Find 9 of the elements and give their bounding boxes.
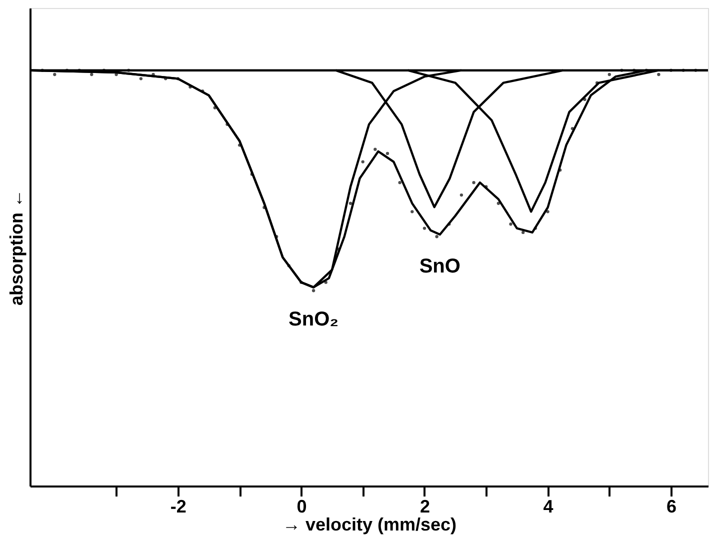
annotation: SnO₂ (288, 308, 339, 330)
annotation: SnO (419, 256, 460, 278)
x-tick-label: 0 (296, 496, 307, 516)
x-tick-label: 2 (420, 496, 430, 516)
y-axis-title: absorption ← (6, 190, 26, 306)
x-axis-title: → velocity (mm/sec) (282, 514, 457, 534)
x-tick-label: -2 (170, 496, 186, 516)
x-tick-label: 4 (543, 496, 554, 516)
x-tick-label: 6 (666, 496, 677, 516)
